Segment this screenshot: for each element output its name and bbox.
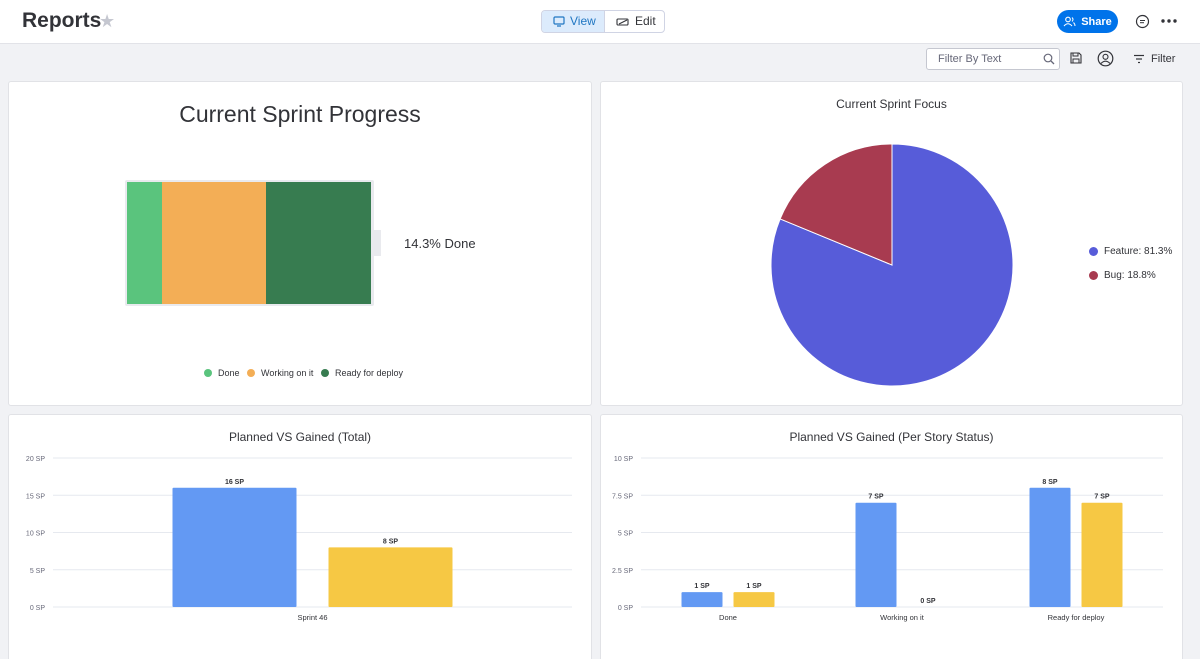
save-icon[interactable] — [1069, 51, 1083, 65]
view-edit-toggle: View Edit — [541, 10, 665, 33]
x-category-label: Working on it — [880, 613, 925, 622]
edit-label: Edit — [635, 14, 656, 28]
planned-gained-total-chart: 0 SP 5 SP 10 SP 15 SP 20 SP 16 SP 8 SP Sprint 4… — [26, 456, 572, 622]
sprint-focus-title: Current Sprint Focus — [836, 97, 947, 111]
legend-item-working: Working on it — [247, 368, 313, 378]
focus-pie-chart — [770, 143, 1014, 387]
planned-gained-status-title: Planned VS Gained (Per Story Status) — [789, 430, 994, 444]
progress-segment-working — [161, 182, 267, 304]
progress-segment-ready — [266, 182, 371, 304]
legend-dot-ready — [321, 369, 329, 377]
legend-label-feature: Feature: 81.3% — [1104, 246, 1173, 257]
bar-value-label: 7 SP — [868, 494, 884, 501]
edit-button[interactable]: Edit — [604, 11, 664, 32]
bar-value-label: 7 SP — [1094, 494, 1110, 501]
filter-label: Filter — [1151, 53, 1176, 65]
top-bar: Reports ★ View Edit Share — [0, 0, 1200, 44]
view-button[interactable]: View — [542, 11, 604, 32]
bar-planned[interactable] — [681, 592, 723, 607]
bar-planned[interactable] — [172, 487, 297, 607]
chat-icon[interactable] — [1134, 13, 1150, 29]
y-tick-label: 0 SP — [618, 605, 634, 612]
pie-slice-bug[interactable] — [779, 143, 893, 266]
bar-value-label: 16 SP — [225, 479, 244, 486]
y-tick-label: 10 SP — [26, 531, 45, 538]
y-tick-label: 5 SP — [30, 568, 46, 575]
legend-dot-working — [247, 369, 255, 377]
sprint-progress-card: Current Sprint Progress 14.3% Done Done … — [8, 81, 592, 406]
page-title: Reports — [22, 9, 102, 32]
users-icon — [1063, 16, 1076, 27]
legend-dot-feature — [1089, 247, 1098, 256]
person-filter-icon[interactable] — [1096, 49, 1114, 67]
more-options-icon[interactable] — [1160, 14, 1178, 28]
legend-dot-bug — [1089, 271, 1098, 280]
x-category-label: Sprint 46 — [297, 613, 327, 622]
x-category-label: Done — [719, 613, 737, 622]
sprint-focus-card: Current Sprint Focus Feature: 81.3% Bug:… — [600, 81, 1183, 406]
y-tick-label: 5 SP — [618, 531, 634, 538]
legend-item-done: Done — [204, 368, 240, 378]
share-label: Share — [1081, 15, 1112, 28]
sprint-progress-title: Current Sprint Progress — [179, 101, 421, 127]
bar-value-label: 0 SP — [920, 598, 936, 605]
y-tick-label: 10 SP — [614, 456, 633, 463]
star-icon[interactable]: ★ — [99, 11, 116, 31]
y-tick-label: 15 SP — [26, 493, 45, 500]
bar-value-label: 1 SP — [746, 583, 762, 590]
progress-segment-done — [127, 182, 162, 304]
pencil-icon — [616, 17, 629, 26]
legend-item-bug: Bug: 18.8% — [1089, 270, 1156, 281]
bar-planned[interactable] — [1029, 487, 1071, 607]
bar-gained[interactable] — [328, 547, 453, 607]
bar-gained[interactable] — [1081, 502, 1123, 607]
bar-value-label: 8 SP — [383, 538, 399, 545]
monitor-icon — [553, 16, 565, 27]
planned-gained-total-card: Planned VS Gained (Total) 0 SP 5 SP 10 SP 1… — [8, 414, 592, 659]
legend-label-ready: Ready for deploy — [335, 368, 404, 378]
legend-label-done: Done — [218, 368, 240, 378]
filter-button[interactable]: Filter — [1133, 50, 1175, 68]
progress-bar — [127, 182, 371, 304]
bar-value-label: 1 SP — [694, 583, 710, 590]
bar-planned[interactable] — [855, 502, 897, 607]
y-tick-label: 7.5 SP — [612, 493, 633, 500]
filter-text-input[interactable] — [926, 48, 1060, 70]
filter-icon — [1134, 54, 1144, 64]
bar-value-label: 8 SP — [1042, 479, 1058, 486]
planned-gained-status-card: Planned VS Gained (Per Story Status) 0 S… — [600, 414, 1183, 659]
legend-label-bug: Bug: 18.8% — [1104, 270, 1156, 281]
battery-cap — [374, 230, 381, 256]
y-tick-label: 20 SP — [26, 456, 45, 463]
legend-item-ready: Ready for deploy — [321, 368, 403, 378]
planned-gained-total-title: Planned VS Gained (Total) — [228, 430, 372, 444]
x-category-label: Ready for deploy — [1048, 613, 1105, 622]
legend-label-working: Working on it — [261, 368, 314, 378]
legend-dot-done — [204, 369, 212, 377]
view-label: View — [570, 14, 596, 28]
y-tick-label: 0 SP — [30, 605, 46, 612]
legend-item-feature: Feature: 81.3% — [1089, 246, 1172, 257]
search-icon[interactable] — [1042, 52, 1055, 65]
y-tick-label: 2.5 SP — [612, 568, 633, 575]
planned-gained-status-chart: 0 SP 2.5 SP 5 SP 7.5 SP 10 SP 1 SP 1 SP Done 7 S… — [612, 456, 1163, 622]
done-percent-label: 14.3% Done — [404, 236, 476, 251]
bar-gained[interactable] — [733, 592, 775, 607]
share-button[interactable]: Share — [1057, 10, 1118, 33]
